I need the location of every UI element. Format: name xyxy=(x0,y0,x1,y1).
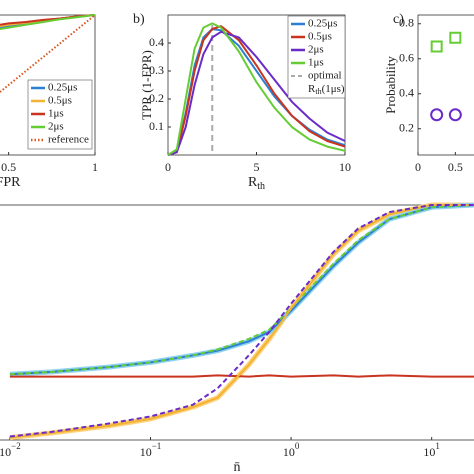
legend-label-main: R xyxy=(308,83,316,95)
legend-label: 0.25μs xyxy=(48,82,77,94)
y-tick-label: 0.4 xyxy=(399,86,414,100)
x-tick-text: 0 xyxy=(165,160,171,174)
panel-label: c) xyxy=(393,12,404,27)
x-tick-text: 10 xyxy=(423,445,435,459)
x-tick-exponent: 1 xyxy=(435,441,440,451)
x-tick-exponent: 0 xyxy=(295,441,300,451)
x-axis-label: FPR xyxy=(0,175,21,190)
legend-label-sub: th xyxy=(315,87,321,96)
x-axis-label-main: FPR xyxy=(0,175,21,190)
series-line xyxy=(9,202,474,441)
x-tick-label: 0 xyxy=(165,160,171,174)
series-line xyxy=(9,202,474,377)
x-tick-text: 10 xyxy=(140,445,152,459)
x-tick-label: 10 xyxy=(339,160,351,174)
x-tick-exponent: −2 xyxy=(11,441,21,451)
series-line xyxy=(9,204,474,376)
y-axis-label: Probability xyxy=(383,56,398,114)
x-axis-label-sub: th xyxy=(257,181,265,192)
legend-label: 2μs xyxy=(48,121,64,133)
y-tick-label: 0.2 xyxy=(149,91,164,105)
x-tick-label: 100 xyxy=(283,441,300,459)
legend-label: 2μs xyxy=(308,44,324,56)
panel: c) Probability 0 0.5 0.2 0.4 0.6 0.8 xyxy=(383,12,463,174)
series-line xyxy=(167,25,346,156)
y-tick-label: 0.8 xyxy=(399,16,414,30)
x-tick-label: 10−1 xyxy=(140,441,162,459)
x-tick-text: 1 xyxy=(92,160,98,174)
x-axis-label: n̄ xyxy=(234,460,241,474)
y-tick-label: 0.4 xyxy=(149,35,164,49)
legend-label: Rth(1μs) xyxy=(308,83,345,96)
x-tick-label: 10−2 xyxy=(0,441,21,459)
y-axis-label: TPR (1-FPR) xyxy=(139,50,154,120)
series-line xyxy=(9,204,474,376)
panel-a-frame xyxy=(0,14,96,156)
legend-label-rest: (1μs) xyxy=(322,83,345,95)
x-tick-exponent: −1 xyxy=(152,441,162,451)
series-line xyxy=(167,22,346,156)
panel-d-frame xyxy=(0,204,474,441)
series-line xyxy=(0,14,96,93)
x-tick-label: 0 xyxy=(415,160,421,174)
marker xyxy=(448,108,462,122)
marker xyxy=(430,40,443,53)
x-axis-label: Rth xyxy=(248,175,265,192)
series-line xyxy=(9,204,474,439)
x-tick-label: 1 xyxy=(92,160,98,174)
x-axis-label-main: R xyxy=(248,175,258,190)
y-tick-label: 0.1 xyxy=(149,119,164,133)
legend-box xyxy=(287,15,346,99)
legend-label: 1μs xyxy=(308,57,324,69)
legend-label: 1μs xyxy=(48,108,64,120)
legend-label: 0.5μs xyxy=(48,95,72,107)
series-line xyxy=(9,374,474,378)
legend-label: 0.25μs xyxy=(308,18,337,30)
legend-label: reference xyxy=(48,134,89,146)
legend-label: optimal xyxy=(308,70,342,82)
series-line xyxy=(9,204,474,438)
panel: b) TPR (1-FPR) Rth 0 5 10 0.1 0.2 0.3 0.4 0.25μs0.… xyxy=(133,12,351,192)
x-tick-text: 0.5 xyxy=(1,160,16,174)
marker xyxy=(430,108,444,122)
x-tick-text: 10 xyxy=(339,160,351,174)
panel-c-frame xyxy=(417,14,474,156)
series-line xyxy=(167,30,346,156)
panel-label: b) xyxy=(133,12,145,27)
x-tick-text: 0.5 xyxy=(448,160,463,174)
x-tick-text: 10 xyxy=(283,445,295,459)
marker xyxy=(449,31,462,44)
y-tick-label: 0.6 xyxy=(399,51,414,65)
panel: n̄10−2 10−1 100 101 xyxy=(0,202,474,474)
series-line xyxy=(0,14,96,30)
x-tick-text: 0 xyxy=(415,160,421,174)
x-tick-text: 5 xyxy=(254,160,260,174)
y-tick-label: 0.2 xyxy=(399,121,414,135)
x-tick-label: 5 xyxy=(254,160,260,174)
x-tick-label: 0.5 xyxy=(448,160,463,174)
legend-label: 0.5μs xyxy=(308,31,332,43)
x-tick-text: 10 xyxy=(0,445,11,459)
x-axis-label-main: n̄ xyxy=(234,460,241,474)
y-tick-label: 0.3 xyxy=(149,63,164,77)
x-tick-label: 0.5 xyxy=(1,160,16,174)
x-tick-label: 101 xyxy=(423,441,440,459)
